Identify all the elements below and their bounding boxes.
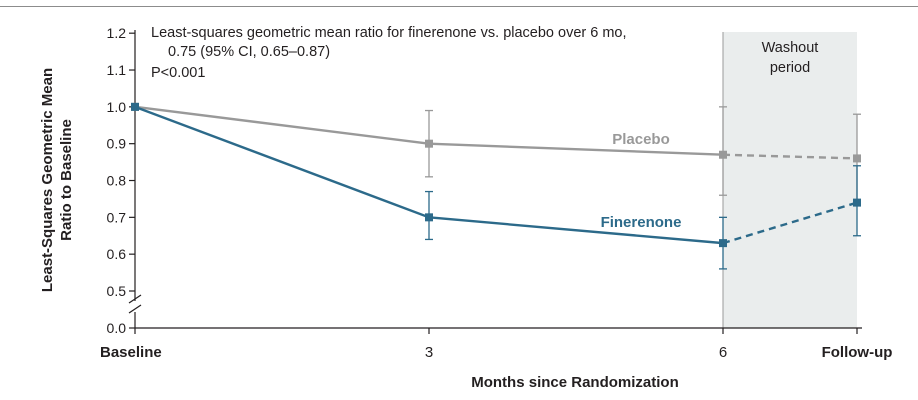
placebo-washout-line bbox=[722, 153, 858, 160]
chart-text: Months since Randomization Least-Squares … bbox=[39, 25, 681, 391]
finerenone-point bbox=[425, 213, 433, 222]
y-axis-title-line: Least-Squares Geometric Mean bbox=[39, 68, 56, 292]
y-axis-title-line: Ratio to Baseline bbox=[58, 119, 75, 241]
washout-label: Washout bbox=[762, 40, 819, 56]
y-tick-label: 1.2 bbox=[107, 25, 127, 41]
x-tick-label: 3 bbox=[425, 344, 433, 361]
placebo-label: Placebo bbox=[612, 131, 670, 148]
placebo-point bbox=[425, 139, 433, 148]
washout-region: Washout period bbox=[722, 32, 857, 328]
axis-break-mark bbox=[128, 294, 142, 304]
y-tick-label: 1.1 bbox=[107, 62, 127, 78]
y-tick-label: 0.7 bbox=[107, 209, 127, 225]
finerenone-point bbox=[131, 102, 139, 111]
washout-label: period bbox=[770, 60, 810, 76]
axes: 0.0 0.5 0.6 0.7 0.8 0.9 1.0 1.1 1.2 Baseline 3 6 Fol… bbox=[100, 25, 892, 361]
annotation-line: P<0.001 bbox=[151, 65, 205, 81]
placebo-point bbox=[719, 150, 727, 159]
y-tick-label: 0.6 bbox=[107, 246, 127, 262]
x-axis-title: Months since Randomization bbox=[471, 374, 679, 391]
annotation-line: 0.75 (95% CI, 0.65–0.87) bbox=[168, 44, 330, 60]
washout-shade bbox=[723, 32, 857, 328]
x-tick-label: Follow-up bbox=[822, 344, 893, 361]
y-tick-label: 1.0 bbox=[107, 99, 127, 115]
annotation-line: Least-squares geometric mean ratio for f… bbox=[151, 25, 627, 41]
x-tick-label: 6 bbox=[719, 344, 727, 361]
y-tick-label: 0.8 bbox=[107, 173, 127, 189]
y-tick-label: 0.9 bbox=[107, 136, 127, 152]
finerenone-point bbox=[719, 239, 727, 248]
axis-break-mark bbox=[128, 304, 142, 314]
y-axis-title: Least-Squares Geometric Mean Ratio to Bas… bbox=[39, 68, 75, 292]
placebo-point bbox=[853, 154, 861, 163]
finerenone-point bbox=[853, 198, 861, 207]
y-tick-label: 0.5 bbox=[107, 283, 127, 299]
x-tick-label: Baseline bbox=[100, 344, 162, 361]
chart-marks bbox=[131, 102, 861, 270]
top-rule bbox=[0, 6, 918, 7]
finerenone-label: Finerenone bbox=[601, 214, 682, 231]
y-tick-label: 0.0 bbox=[107, 320, 127, 336]
